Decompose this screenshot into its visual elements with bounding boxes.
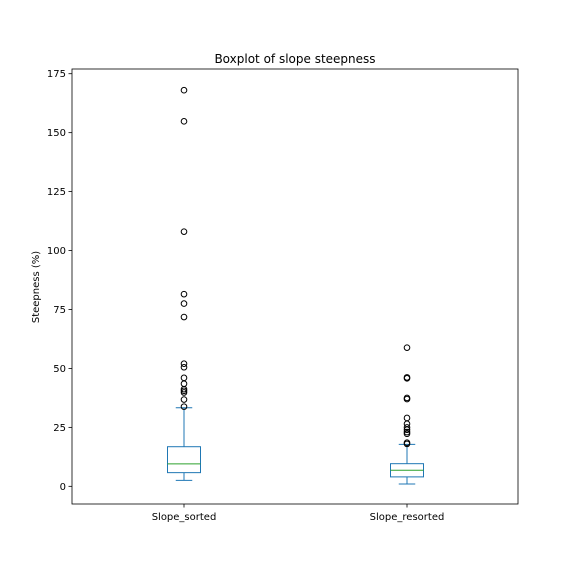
outlier-point <box>403 344 411 351</box>
outlier-point <box>180 360 188 368</box>
outlier-point <box>180 300 188 307</box>
outlier-point <box>180 374 188 382</box>
y-tick-label: 0 <box>60 482 66 493</box>
box-iqr <box>167 446 201 474</box>
chart-title: Boxplot of slope steepness <box>214 52 375 66</box>
outlier-point <box>180 380 188 388</box>
y-tick-label: 75 <box>53 305 66 316</box>
outlier-point <box>180 396 188 403</box>
outlier-point <box>180 228 188 235</box>
outlier-point <box>403 428 411 436</box>
x-tick-label: Slope_resorted <box>370 512 445 523</box>
outlier-point <box>403 414 411 422</box>
outlier-point <box>403 374 411 381</box>
y-tick-label: 50 <box>53 364 66 375</box>
y-tick-label: 100 <box>47 246 66 257</box>
outlier-point <box>180 86 188 94</box>
outlier-point <box>180 363 188 371</box>
plot-area: 0 25 50 75 100 125 150 175 Slope_sorted Slope_res… <box>47 69 444 523</box>
outlier-point <box>180 290 188 298</box>
outlier-point <box>403 424 411 431</box>
y-axis-label: Steepness (%) <box>31 251 42 323</box>
y-tick-label: 25 <box>53 423 66 434</box>
outlier-point <box>180 118 188 125</box>
y-tick-label: 150 <box>47 128 66 139</box>
outlier-point <box>403 439 411 446</box>
y-tick-label: 175 <box>47 69 66 80</box>
x-tick-label: Slope_sorted <box>152 512 217 523</box>
outlier-point <box>403 394 411 402</box>
outlier-point <box>180 403 188 410</box>
outlier-point <box>403 420 411 428</box>
outlier-point <box>180 313 188 321</box>
y-tick-label: 125 <box>47 187 66 198</box>
axes-frame <box>71 68 519 505</box>
